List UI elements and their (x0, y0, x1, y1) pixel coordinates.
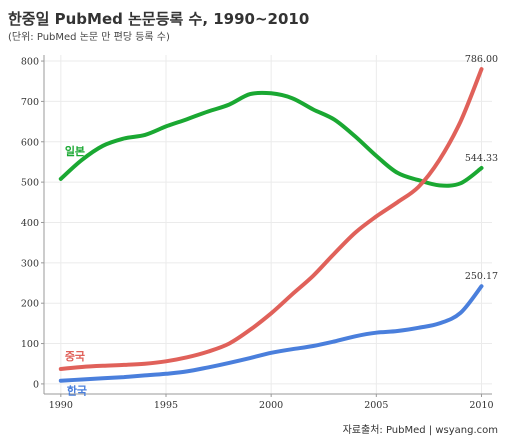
y-tick-label: 200 (21, 299, 39, 310)
chart-title: 한중일 PubMed 논문등록 수, 1990~2010 (8, 10, 310, 28)
y-tick-label: 400 (21, 218, 39, 229)
x-tick-label: 2000 (259, 400, 283, 411)
y-tick-label: 0 (33, 379, 39, 390)
y-tick-label: 600 (21, 137, 39, 148)
chart-subtitle: (단위: PubMed 논문 만 편당 등록 수) (8, 32, 170, 43)
y-tick-label: 100 (21, 339, 39, 350)
x-tick-label: 1990 (49, 400, 73, 411)
series-name-label: 한국 (67, 384, 87, 398)
x-tick-label: 2010 (469, 400, 493, 411)
source-credit: 자료출처: PubMed | wsyang.com (342, 425, 498, 436)
end-value-label: 250.17 (465, 271, 498, 282)
series-lines (58, 67, 484, 383)
x-tick-label: 1995 (154, 400, 178, 411)
x-tick-label: 2005 (364, 400, 388, 411)
series-name-label: 일본 (65, 144, 85, 158)
series-line-2 (58, 284, 484, 383)
y-tick-label: 300 (21, 258, 39, 269)
series-labels: 일본 544.33 중국 786.00 한국 250.17 (65, 54, 498, 398)
grid-lines (44, 55, 492, 394)
series-name-label: 중국 (65, 350, 85, 363)
y-tick-label: 700 (21, 97, 39, 108)
series-line-0 (58, 90, 484, 188)
axes: 0 100 200 300 400 500 600 700 800 1990 1995 2000 200… (21, 55, 494, 411)
series-line-1 (58, 67, 484, 371)
y-tick-label: 800 (21, 57, 39, 68)
end-value-label: 544.33 (465, 153, 498, 164)
y-tick-label: 500 (21, 178, 39, 189)
end-value-label: 786.00 (465, 54, 498, 65)
